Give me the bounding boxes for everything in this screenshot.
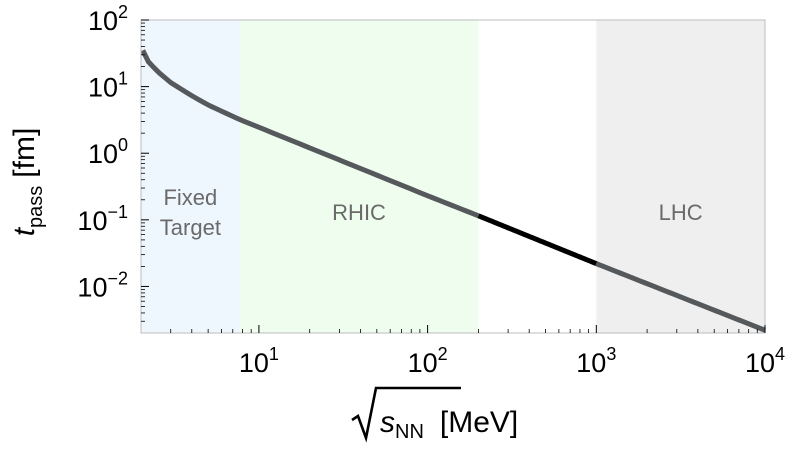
- y-tick-label-3: 10−1: [77, 202, 128, 236]
- shaded-regions: [141, 20, 765, 333]
- x-axis-label-main: s: [380, 406, 395, 439]
- y-tick-label-2: 100: [88, 135, 128, 169]
- region-1: [239, 20, 479, 333]
- x-tick-label-3: 104: [745, 344, 785, 378]
- x-axis-label-sub: NN: [395, 421, 424, 443]
- region-label-0-1: Target: [160, 215, 221, 240]
- region-label-2-0: LHC: [659, 200, 703, 225]
- x-axis-label: sNN [MeV]: [351, 386, 518, 443]
- y-axis-ticks: 102 101 100 10−1 10−2: [77, 2, 149, 322]
- x-axis-ticks: 101 102 103 104: [170, 325, 785, 378]
- region-2: [596, 20, 765, 333]
- region-labels: Fixed Target RHIC LHC: [160, 185, 703, 240]
- sqrt-sign: [351, 386, 461, 443]
- y-axis-label: tpass [fm]: [8, 128, 47, 237]
- y-tick-label-0: 102: [88, 2, 128, 36]
- y-tick-label-1: 101: [88, 69, 128, 103]
- series-0-segment-highlight: [477, 213, 598, 266]
- region-label-0-0: Fixed: [163, 185, 217, 210]
- x-tick-label-1: 102: [408, 344, 448, 378]
- series-0-segment-low: [140, 49, 480, 219]
- y-axis-label-sub: pass: [25, 186, 47, 228]
- x-tick-label-2: 103: [576, 344, 616, 378]
- x-axis-label-text: sNN [MeV]: [380, 406, 518, 443]
- plot-frame: [140, 19, 766, 334]
- region-label-1-0: RHIC: [332, 200, 386, 225]
- x-tick-label-0: 101: [239, 344, 279, 378]
- y-tick-label-4: 10−2: [77, 268, 128, 302]
- series-curve: [140, 49, 766, 333]
- series-0-segment-high: [595, 261, 766, 333]
- y-axis-label-unit: [fm]: [8, 128, 41, 178]
- y-axis-label-main: t: [8, 226, 41, 236]
- x-axis-label-unit: [MeV]: [440, 406, 518, 439]
